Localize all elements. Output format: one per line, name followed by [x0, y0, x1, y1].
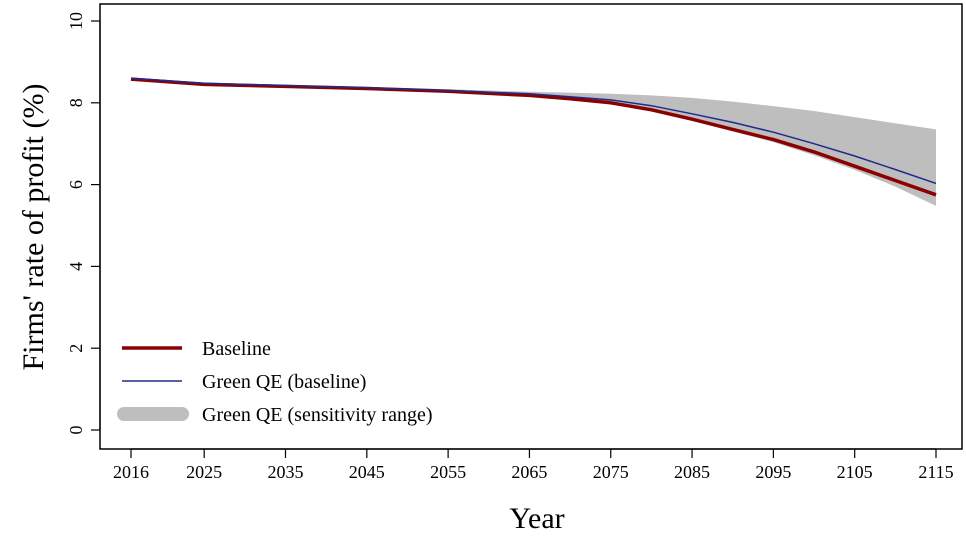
legend-label-baseline: Baseline — [202, 338, 271, 360]
plot-area — [130, 77, 937, 206]
y-tick-label: 0 — [66, 426, 86, 435]
axes: 2016 2025 2035 2045 2055 2065 2075 2085 2095 2105… — [66, 12, 954, 482]
y-tick-label: 10 — [66, 12, 86, 30]
legend: Baseline Green QE (baseline) Green QE (s… — [117, 338, 432, 426]
x-tick-label: 2025 — [186, 462, 222, 482]
x-tick-label: 2115 — [918, 462, 953, 482]
series-line-baseline — [130, 77, 937, 197]
y-tick-label: 4 — [66, 262, 86, 271]
series-line-green-qe — [130, 77, 937, 185]
plot-frame — [99, 3, 963, 450]
x-tick-label: 2085 — [674, 462, 710, 482]
y-tick-label: 8 — [66, 98, 86, 107]
x-tick-label: 2095 — [755, 462, 791, 482]
y-axis-title: Firms' rate of profit (%) — [17, 84, 50, 371]
y-tick-label: 2 — [66, 344, 86, 353]
legend-label-sensitivity: Green QE (sensitivity range) — [202, 404, 432, 426]
x-tick-label: 2045 — [349, 462, 385, 482]
x-tick-label: 2035 — [267, 462, 303, 482]
x-tick-label: 2075 — [593, 462, 629, 482]
x-tick-label: 2105 — [837, 462, 873, 482]
legend-label-green-qe: Green QE (baseline) — [202, 371, 366, 393]
x-tick-label: 2055 — [430, 462, 466, 482]
y-tick-label: 6 — [66, 180, 86, 189]
x-axis-title: Year — [509, 502, 564, 535]
x-tick-label: 2065 — [511, 462, 547, 482]
x-tick-label: 2016 — [113, 462, 149, 482]
sensitivity-band — [131, 77, 936, 206]
